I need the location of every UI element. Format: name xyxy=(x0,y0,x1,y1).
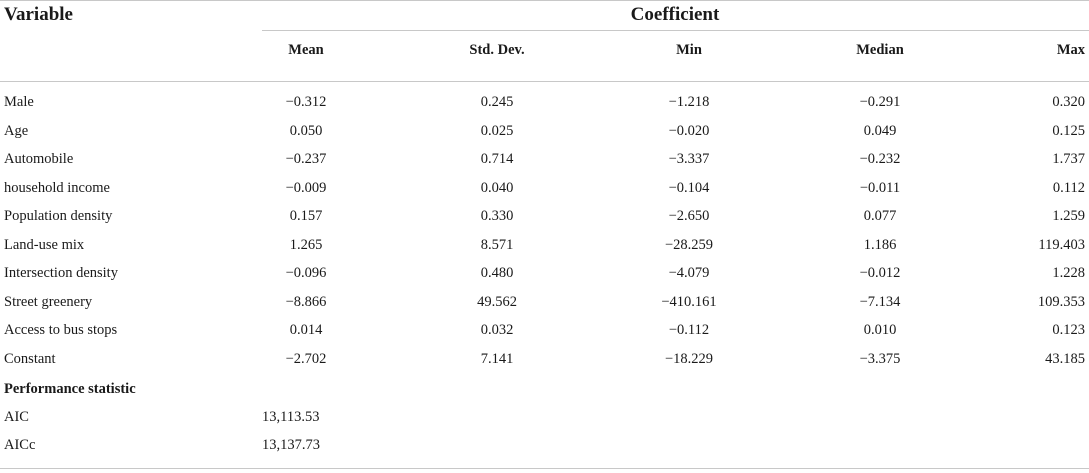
table-bottom-rule xyxy=(0,468,1089,469)
perf-label-aicc: AICc xyxy=(4,437,36,453)
row-value: 0.123 xyxy=(1052,322,1085,338)
row-value: 0.480 xyxy=(480,265,514,281)
row-value: −0.096 xyxy=(285,265,327,281)
row-value: 0.112 xyxy=(1052,180,1085,196)
row-value: −0.020 xyxy=(668,123,710,139)
row-value: 0.040 xyxy=(480,180,514,196)
row-value: 1.265 xyxy=(289,237,323,253)
row-value: −8.866 xyxy=(285,294,327,310)
row-value: −0.237 xyxy=(285,151,327,167)
row-value: 0.032 xyxy=(480,322,514,338)
table-top-rule xyxy=(0,0,1089,1)
row-value: −0.104 xyxy=(668,180,710,196)
row-value: 0.025 xyxy=(480,123,514,139)
row-label: Age xyxy=(4,123,29,139)
row-value: −4.079 xyxy=(668,265,710,281)
row-value: −0.312 xyxy=(285,94,327,110)
row-value: −28.259 xyxy=(664,237,714,253)
row-value: 0.010 xyxy=(863,322,897,338)
coefficient-header: Coefficient xyxy=(630,4,720,25)
row-label: Population density xyxy=(4,208,113,224)
row-value: −3.337 xyxy=(668,151,710,167)
row-label: Intersection density xyxy=(4,265,118,281)
column-header-mean: Mean xyxy=(288,42,324,58)
row-label: Constant xyxy=(4,351,56,367)
row-label: Access to bus stops xyxy=(4,322,118,338)
row-value: 0.077 xyxy=(863,208,897,224)
row-label: Automobile xyxy=(4,151,74,167)
perf-value-aic: 13,113.53 xyxy=(262,409,320,425)
header-bottom-rule xyxy=(0,81,1089,82)
row-value: −2.702 xyxy=(285,351,327,367)
perf-value-aicc: 13,137.73 xyxy=(262,437,320,453)
performance-heading: Performance statistic xyxy=(4,381,136,397)
row-value: −18.229 xyxy=(664,351,714,367)
row-value: 49.562 xyxy=(477,294,517,310)
row-value: −3.375 xyxy=(859,351,901,367)
row-value: 0.245 xyxy=(480,94,514,110)
row-value: −7.134 xyxy=(859,294,901,310)
row-value: −0.012 xyxy=(859,265,901,281)
column-header-max: Max xyxy=(1056,42,1085,58)
row-value: 0.050 xyxy=(289,123,323,139)
row-value: 0.049 xyxy=(863,123,897,139)
variable-header: Variable xyxy=(4,4,73,25)
row-value: −0.011 xyxy=(859,180,901,196)
row-value: 119.403 xyxy=(1038,237,1085,253)
row-value: 0.320 xyxy=(1052,94,1085,110)
row-value: −2.650 xyxy=(668,208,710,224)
row-value: 7.141 xyxy=(480,351,514,367)
row-label: household income xyxy=(4,180,110,196)
row-value: −0.009 xyxy=(285,180,327,196)
row-value: 1.228 xyxy=(1052,265,1085,281)
row-value: 109.353 xyxy=(1037,294,1085,310)
row-value: −1.218 xyxy=(668,94,710,110)
row-value: −0.232 xyxy=(859,151,901,167)
column-header-std-dev: Std. Dev. xyxy=(469,42,525,58)
row-value: 0.125 xyxy=(1052,123,1085,139)
row-value: 1.737 xyxy=(1052,151,1085,167)
coefficient-header-rule xyxy=(262,30,1089,31)
column-header-min: Min xyxy=(676,42,702,58)
row-value: −0.112 xyxy=(668,322,710,338)
row-value: 43.185 xyxy=(1045,351,1085,367)
row-value: 1.259 xyxy=(1052,208,1085,224)
row-value: 0.714 xyxy=(480,151,514,167)
perf-label-aic: AIC xyxy=(4,409,29,425)
row-value: 8.571 xyxy=(480,237,514,253)
row-value: −0.291 xyxy=(859,94,901,110)
column-header-median: Median xyxy=(856,42,904,58)
row-value: 1.186 xyxy=(863,237,897,253)
row-label: Street greenery xyxy=(4,294,93,310)
row-value: 0.014 xyxy=(289,322,323,338)
row-value: 0.330 xyxy=(480,208,514,224)
row-value: 0.157 xyxy=(289,208,323,224)
row-label: Land-use mix xyxy=(4,237,85,253)
row-label: Male xyxy=(4,94,34,110)
row-value: −410.161 xyxy=(661,294,717,310)
